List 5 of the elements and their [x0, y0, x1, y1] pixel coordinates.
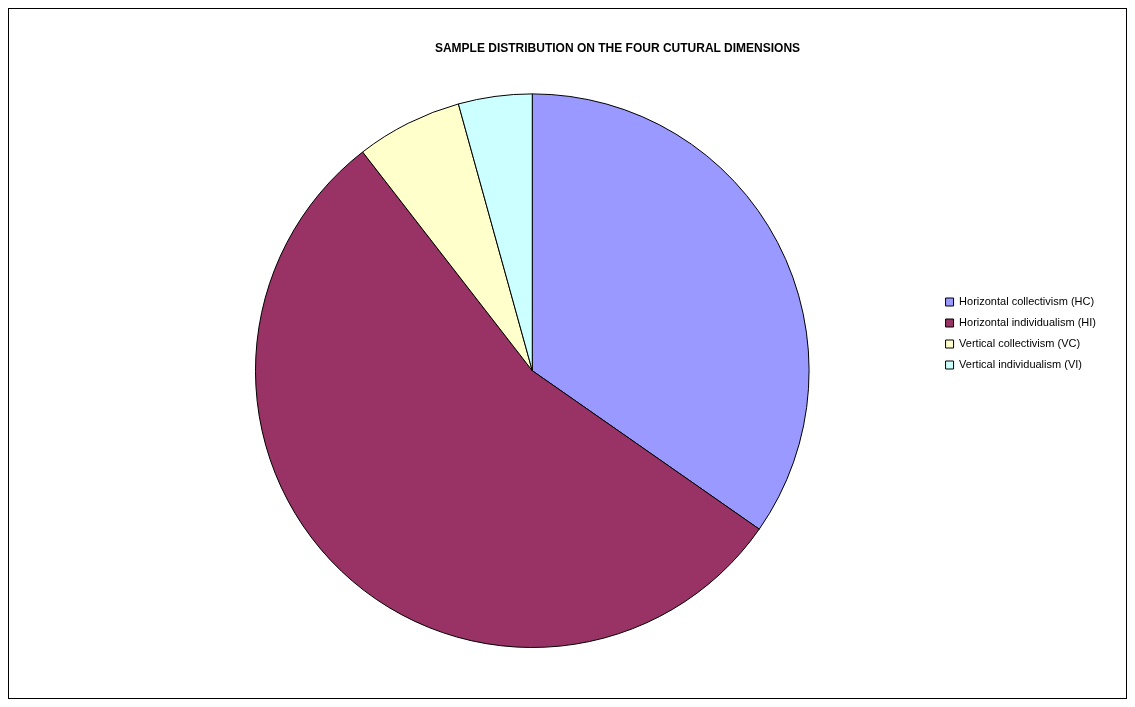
legend-label: Horizontal collectivism (HC): [959, 295, 1095, 308]
legend-label: Vertical individualism (VI): [959, 358, 1082, 371]
legend-label: Vertical collectivism (VC): [959, 337, 1081, 350]
legend-label: Horizontal individualism (HI): [959, 316, 1097, 329]
chart-title: SAMPLE DISTRIBUTION ON THE FOUR CUTURAL DIMENSIONS: [434, 40, 801, 55]
